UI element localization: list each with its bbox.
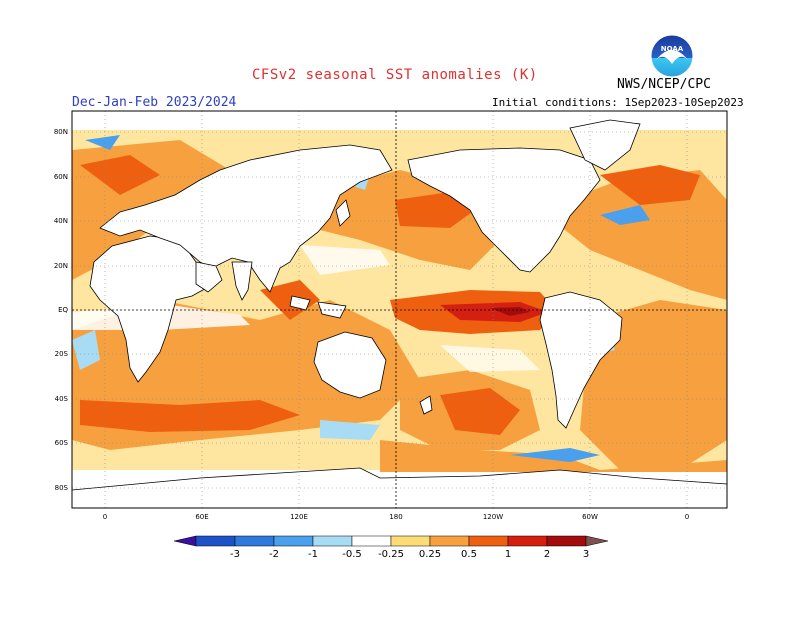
colorbar-tick-label: -0.25 <box>378 549 404 560</box>
colorbar-tick-label: 3 <box>583 549 589 560</box>
lon-label: 60E <box>195 513 208 521</box>
colorbar-swatch <box>351 535 392 547</box>
agency-label: NWS/NCEP/CPC <box>617 77 711 92</box>
colorbar-swatch <box>273 535 314 547</box>
continents <box>72 119 727 508</box>
lat-label: 60N <box>54 173 68 181</box>
forecast-period: Dec-Jan-Feb 2023/2024 <box>72 95 237 110</box>
lon-label: 0 <box>685 513 689 521</box>
colorbar-tick-label: 0.5 <box>461 549 477 560</box>
colorbar-swatch <box>312 535 353 547</box>
lon-label: 120W <box>483 513 503 521</box>
colorbar-swatch <box>546 535 587 547</box>
colorbar-swatch <box>195 535 236 547</box>
latitude-labels: 80N 60N 40N 20N EQ 20S 40S 60S 80S <box>54 128 69 492</box>
svg-text:NOAA: NOAA <box>661 45 684 53</box>
colorbar-tick-label: -2 <box>269 549 279 560</box>
lat-label: 20N <box>54 262 68 270</box>
colorbar-swatch <box>507 535 548 547</box>
initial-conditions: Initial conditions: 1Sep2023-10Sep2023 <box>492 96 744 109</box>
map-field <box>72 111 727 508</box>
colorbar: -3 -2 -1 -0.5 -0.25 0.25 0.5 1 2 3 <box>173 535 609 560</box>
longitude-labels: 0 60E 120E 180 120W 60W 0 <box>103 513 689 521</box>
colorbar-tick-label: 2 <box>544 549 550 560</box>
colorbar-tick-label: -0.5 <box>342 549 362 560</box>
lat-label: 40N <box>54 217 68 225</box>
lon-label: 0 <box>103 513 107 521</box>
colorbar-tick-label: -3 <box>230 549 240 560</box>
colorbar-swatch <box>234 535 275 547</box>
lat-label: 20S <box>55 350 69 358</box>
colorbar-tick-label: 1 <box>505 549 511 560</box>
lat-label: 40S <box>55 395 69 403</box>
map-frame <box>71 110 728 509</box>
equator-dateline <box>72 111 727 508</box>
lon-label: 180 <box>389 513 402 521</box>
lat-label: 60S <box>55 439 69 447</box>
colorbar-swatch <box>390 535 431 547</box>
noaa-logo-icon: NOAA <box>650 34 694 78</box>
colorbar-tick-label: 0.25 <box>419 549 441 560</box>
lat-label: EQ <box>58 306 68 314</box>
lon-label: 120E <box>290 513 308 521</box>
colorbar-swatch <box>468 535 509 547</box>
colorbar-tick-label: -1 <box>308 549 318 560</box>
colorbar-min-arrow <box>173 535 197 547</box>
lon-label: 60W <box>582 513 598 521</box>
colorbar-max-arrow <box>585 535 609 547</box>
lat-label: 80N <box>54 128 68 136</box>
map-title: CFSv2 seasonal SST anomalies (K) <box>252 67 538 83</box>
colorbar-swatch <box>429 535 470 547</box>
lat-label: 80S <box>55 484 69 492</box>
